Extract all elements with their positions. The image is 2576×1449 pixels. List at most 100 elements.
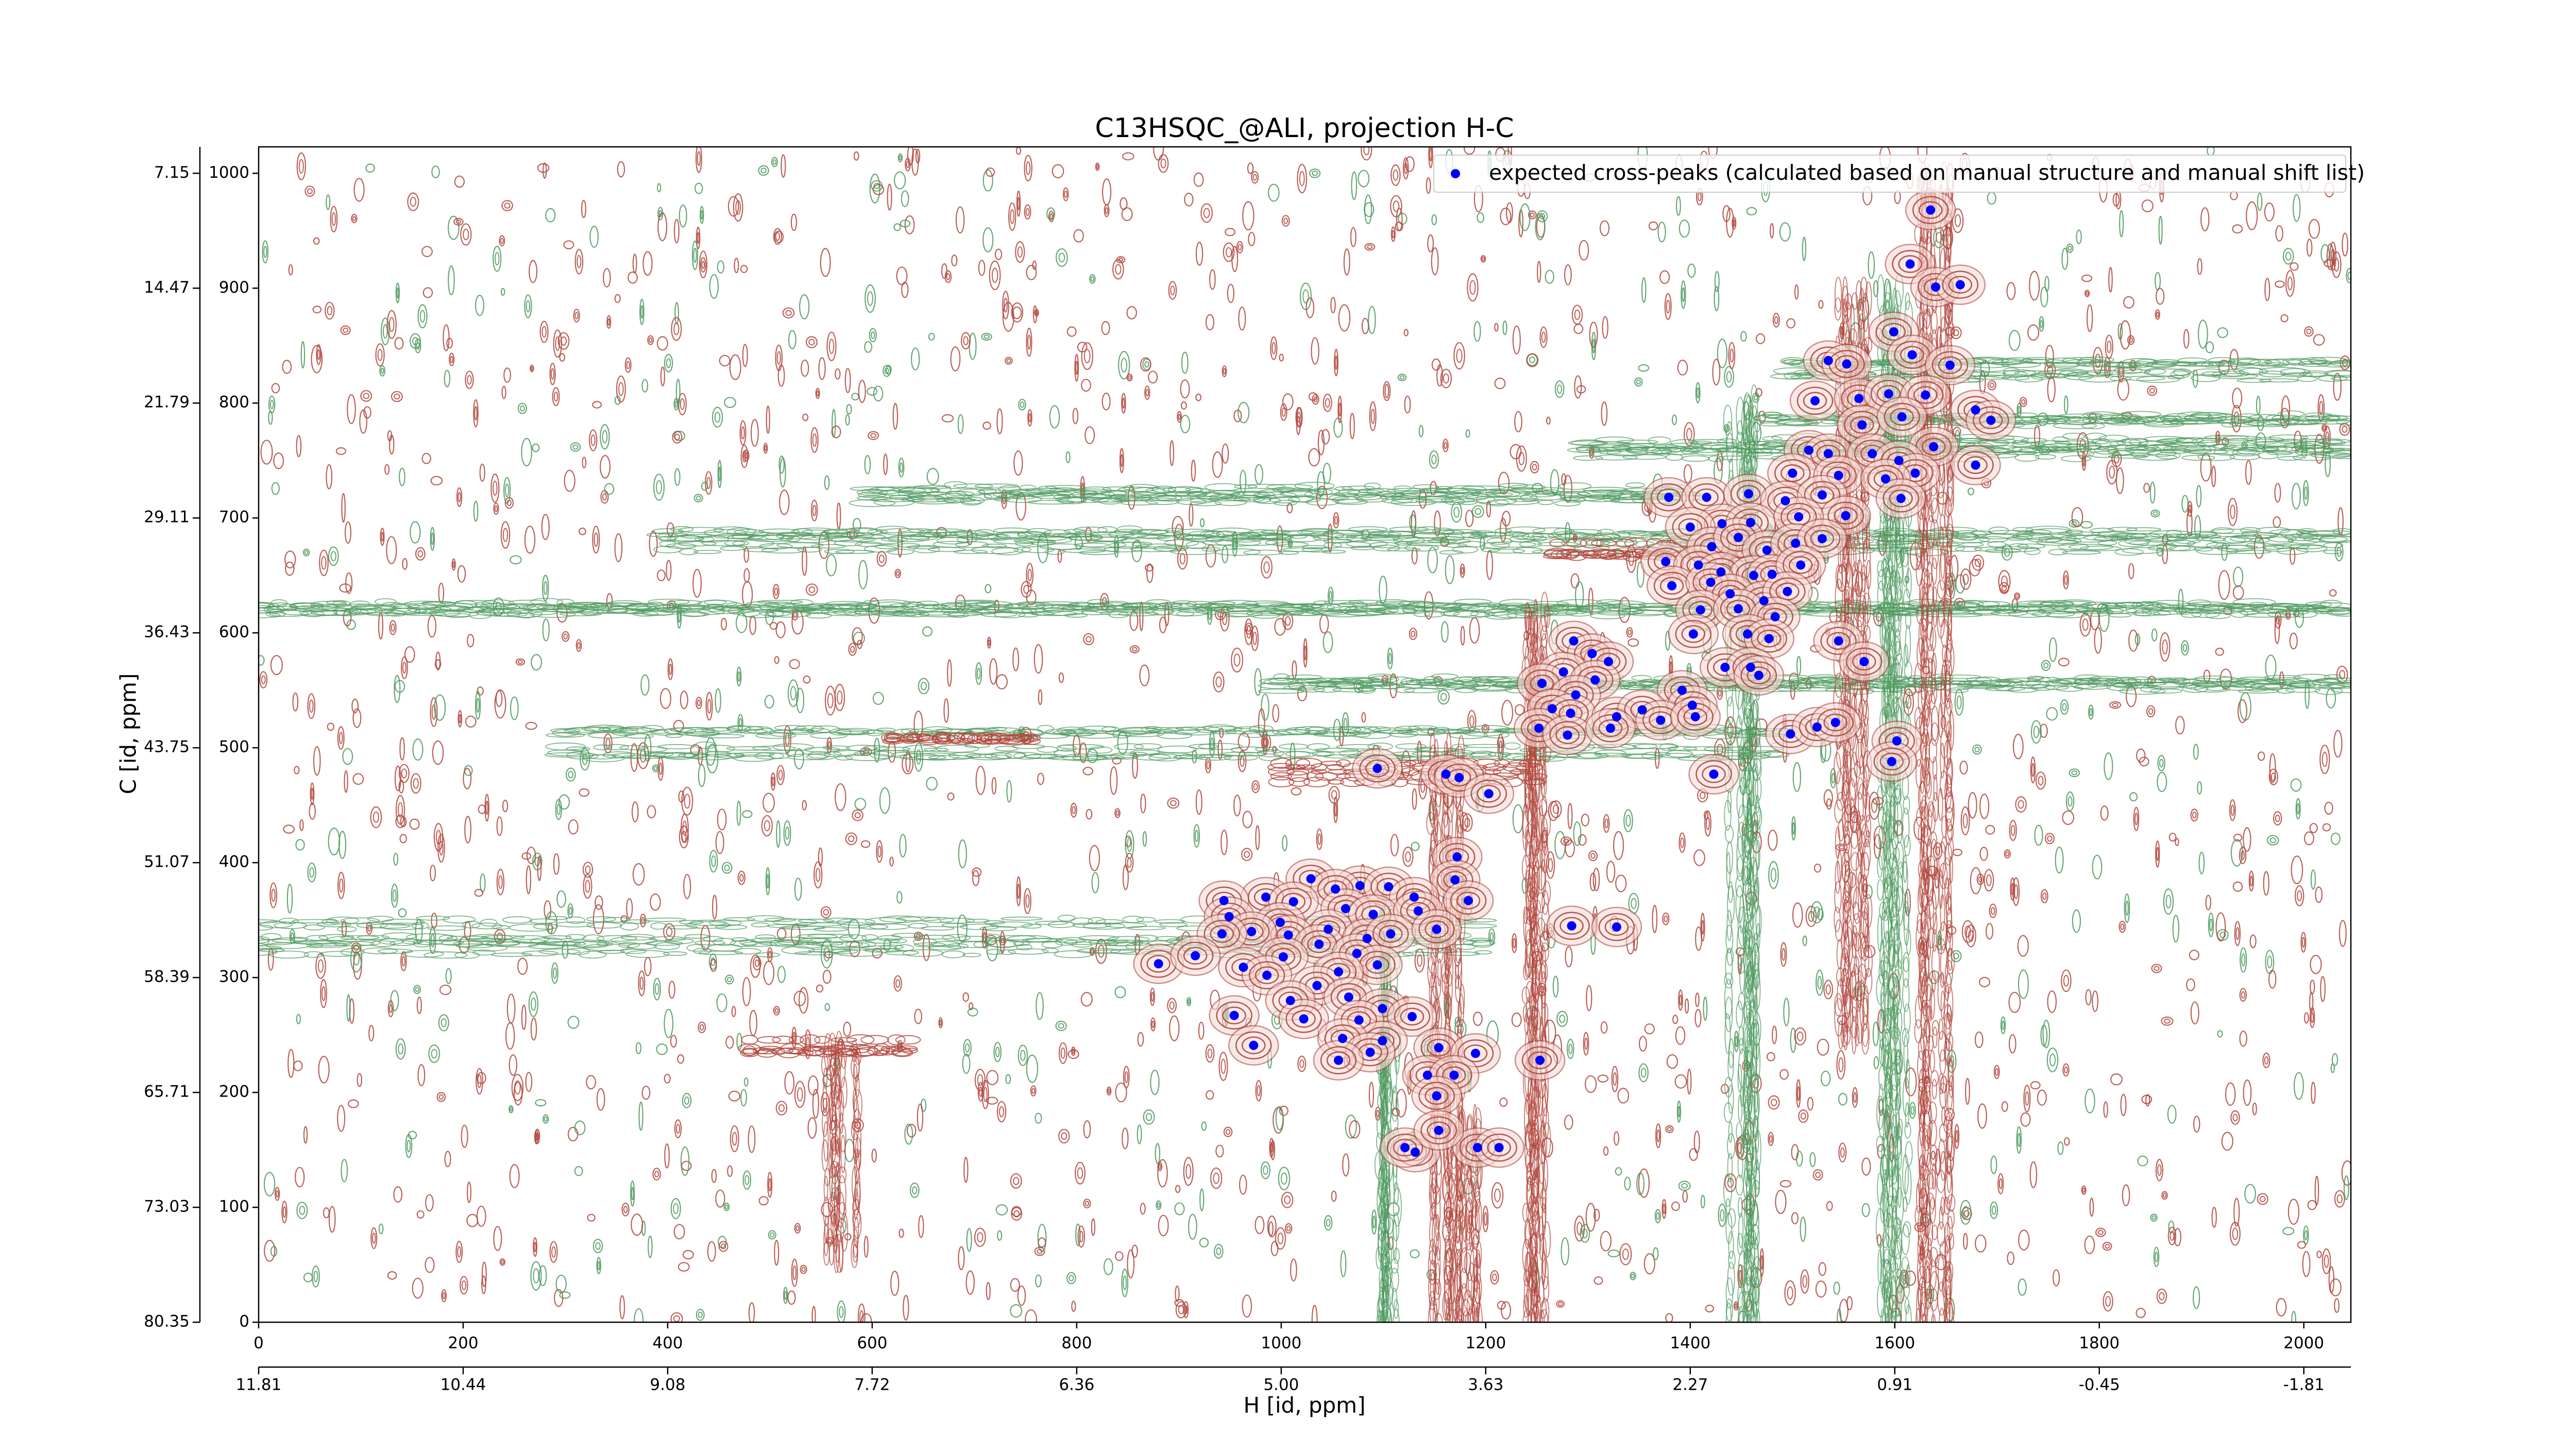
contour: [996, 1101, 1007, 1123]
contour: [909, 1182, 920, 1199]
contour: [652, 764, 659, 772]
contour: [1061, 1132, 1067, 1140]
contour: [2155, 272, 2161, 291]
contour: [640, 305, 643, 319]
contour: [1681, 1183, 1688, 1189]
contour: [1701, 919, 1704, 935]
contour: [812, 1089, 819, 1119]
contour: [1440, 538, 1471, 544]
contour: [754, 959, 760, 967]
contour: [1780, 1180, 1792, 1188]
contour: [494, 929, 506, 945]
contour: [1683, 464, 1692, 484]
contour: [1331, 1190, 1337, 1202]
contour: [1080, 992, 1093, 1007]
contour: [1214, 548, 1261, 556]
contour: [1120, 197, 1128, 210]
contour: [1010, 1173, 1022, 1189]
contour: [439, 840, 444, 856]
contour: [1087, 755, 1125, 760]
contour: [1873, 1056, 1879, 1069]
contour: [2037, 1089, 2047, 1106]
contour: [2302, 480, 2309, 507]
contour: [1470, 530, 1496, 537]
contour: [1205, 314, 1215, 331]
contour: [605, 738, 611, 749]
contour: [1410, 1249, 1420, 1258]
contour: [2341, 1160, 2351, 1186]
contour: [2232, 566, 2244, 587]
contour: [1997, 1173, 2004, 1194]
contour: [1348, 526, 1388, 533]
contour: [808, 586, 816, 593]
contour: [1088, 746, 1113, 754]
contour: [2264, 203, 2275, 222]
contour: [530, 1017, 537, 1041]
contour: [432, 740, 444, 765]
contour: [674, 433, 680, 441]
contour: [806, 728, 831, 734]
contour: [2323, 542, 2344, 548]
contour: [313, 746, 321, 776]
contour: [2117, 378, 2129, 401]
contour: [502, 799, 509, 813]
contour: [1117, 731, 1128, 755]
contour: [977, 1074, 984, 1086]
contour: [277, 603, 298, 611]
contour: [887, 548, 914, 555]
contour: [1730, 348, 1734, 363]
contour: [976, 667, 981, 680]
contour: [2136, 748, 2146, 763]
contour: [1157, 745, 1197, 754]
contour: [2239, 1031, 2247, 1047]
contour: [2095, 369, 2123, 375]
contour: [1146, 563, 1154, 583]
contour: [1552, 975, 1559, 998]
contour: [1175, 754, 1206, 760]
contour: [994, 746, 1019, 752]
contour: [1089, 274, 1096, 284]
contour: [884, 367, 889, 375]
contour: [1137, 535, 1171, 540]
contour: [983, 1087, 988, 1102]
contour: [550, 728, 581, 733]
contour: [1072, 806, 1076, 814]
contour: [565, 767, 576, 782]
contour: [1383, 381, 1391, 401]
contour: [592, 1238, 603, 1253]
contour: [2147, 385, 2158, 396]
contour: [1049, 213, 1053, 220]
contour: [1011, 306, 1022, 319]
contour: [824, 751, 842, 757]
contour: [1349, 1120, 1361, 1139]
contour: [852, 809, 863, 821]
contour: [1409, 514, 1416, 531]
contour: [413, 985, 421, 995]
contour: [556, 890, 566, 908]
contour: [972, 870, 980, 886]
contour: [1150, 1017, 1156, 1032]
contour: [1281, 407, 1286, 417]
contour: [616, 375, 626, 403]
contour: [743, 726, 773, 734]
contour: [1297, 412, 1301, 423]
contour: [2104, 356, 2111, 379]
contour: [1617, 1087, 1630, 1104]
contour: [938, 1017, 943, 1029]
contour: [775, 621, 786, 638]
contour: [1127, 837, 1132, 852]
contour: [1201, 547, 1221, 552]
contour: [1195, 830, 1199, 843]
contour: [1962, 1206, 1969, 1219]
contour: [1311, 337, 1319, 365]
contour: [673, 430, 686, 441]
contour: [1718, 1203, 1726, 1227]
contour: [1129, 610, 1139, 631]
contour: [2157, 1164, 2162, 1176]
contour: [453, 217, 464, 226]
contour: [408, 1131, 417, 1140]
contour: [1282, 393, 1294, 411]
contour: [303, 1126, 308, 1144]
contour: [1315, 751, 1332, 756]
contour: [736, 666, 742, 687]
